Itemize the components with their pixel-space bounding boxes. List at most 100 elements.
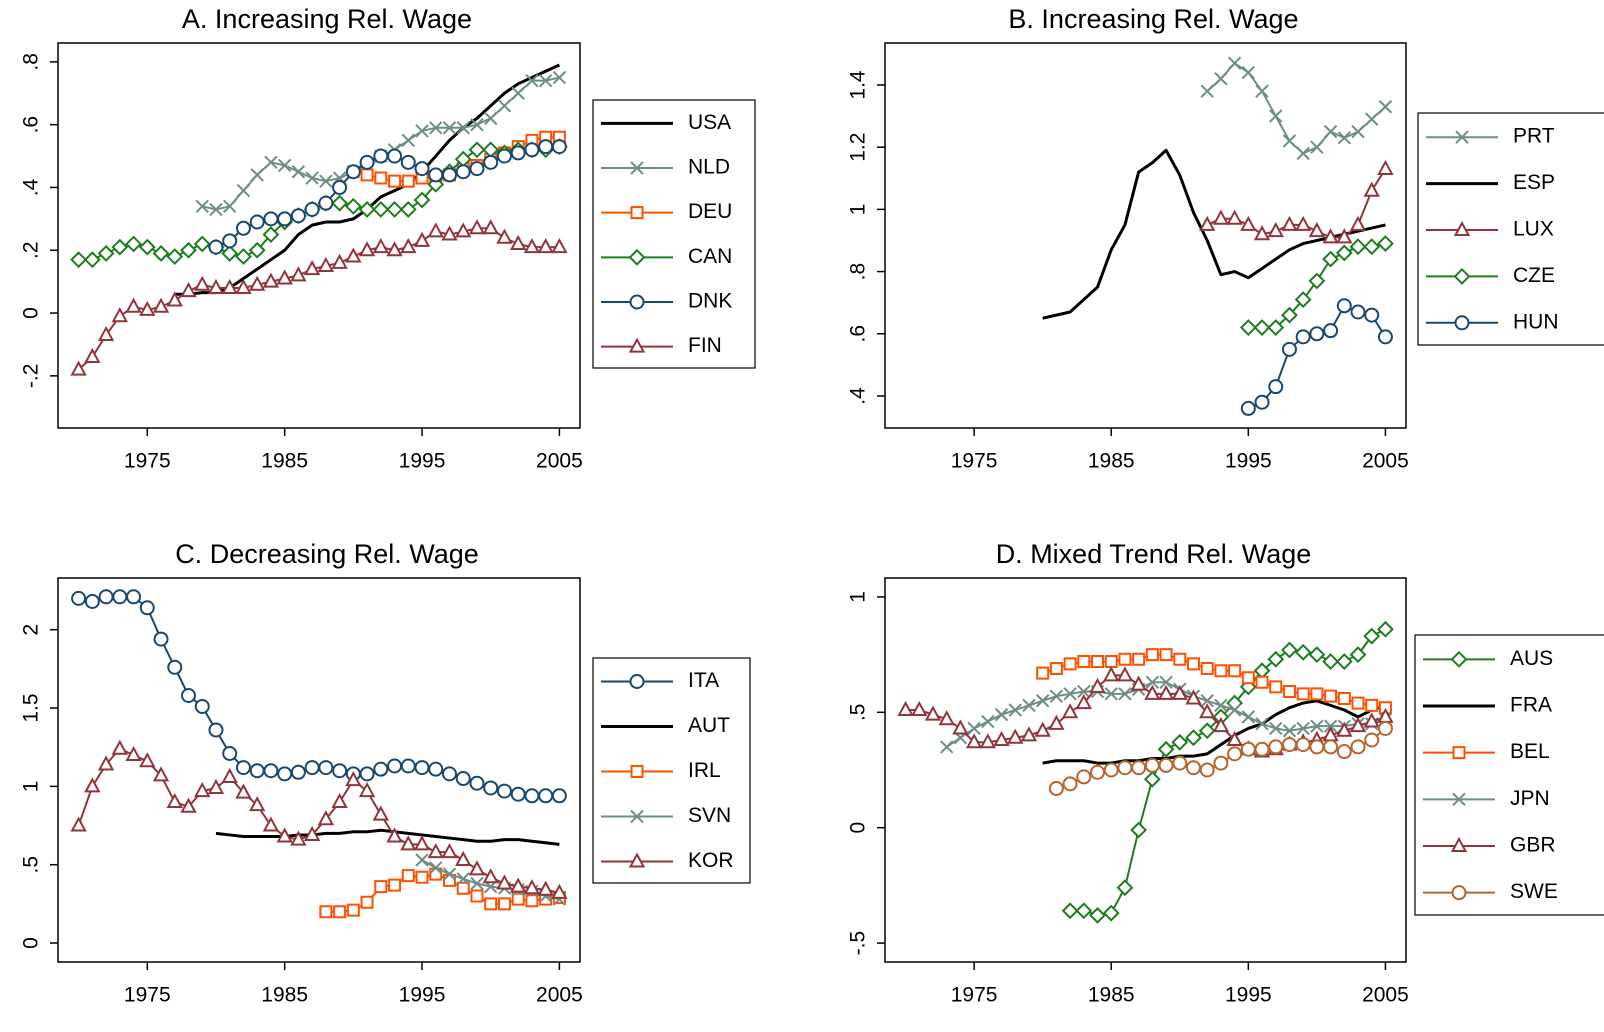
marker <box>524 142 540 158</box>
marker <box>207 278 225 294</box>
marker <box>1451 885 1467 901</box>
marker <box>1116 666 1134 682</box>
marker <box>979 733 997 749</box>
marker <box>1118 687 1132 701</box>
x-tick-label: 1995 <box>399 984 446 1007</box>
marker <box>276 269 293 285</box>
marker <box>1199 762 1215 778</box>
legend: ITA AUT IRL SVN KOR <box>592 657 751 884</box>
marker <box>1336 721 1353 737</box>
marker <box>1240 215 1257 231</box>
marker <box>318 760 334 776</box>
marker <box>497 897 511 911</box>
x-tick-label: 1975 <box>951 984 998 1007</box>
marker <box>235 248 252 265</box>
x-tick-label: 2005 <box>1362 450 1409 473</box>
marker <box>1309 739 1325 755</box>
marker <box>1145 675 1160 690</box>
marker <box>1378 100 1393 114</box>
marker <box>1365 112 1379 126</box>
marker <box>1035 694 1050 708</box>
marker <box>209 202 223 217</box>
legend-label: JPN <box>1510 787 1550 810</box>
marker <box>97 755 115 771</box>
marker <box>441 225 458 241</box>
marker <box>1226 730 1243 746</box>
marker <box>221 244 239 262</box>
marker <box>1377 720 1393 736</box>
marker <box>1144 684 1161 700</box>
marker <box>1450 836 1468 852</box>
marker <box>277 211 293 227</box>
marker <box>551 883 568 899</box>
marker <box>1269 109 1283 123</box>
marker <box>483 780 499 796</box>
marker <box>388 878 402 892</box>
marker <box>1007 728 1024 744</box>
marker <box>1454 315 1470 331</box>
marker <box>1377 159 1394 175</box>
marker <box>1308 272 1326 290</box>
marker <box>1296 146 1310 161</box>
marker <box>415 853 429 867</box>
legend-label: GBR <box>1510 834 1556 857</box>
marker <box>511 86 525 100</box>
marker <box>1377 620 1394 638</box>
marker <box>83 251 101 269</box>
marker <box>924 705 942 721</box>
panel: A. Increasing Rel. Wage -.2 0 .2 .4 .6 .8 1975 1… <box>20 4 756 473</box>
marker <box>1077 655 1091 669</box>
marker <box>1185 760 1201 776</box>
marker <box>993 730 1010 746</box>
legend: USA NLD DEU CAN DNK FIN <box>592 99 756 369</box>
marker <box>1159 648 1173 662</box>
marker <box>442 867 457 881</box>
marker <box>1145 648 1159 662</box>
legend-label: AUT <box>688 714 730 737</box>
marker <box>455 164 471 180</box>
marker <box>939 740 954 754</box>
marker <box>1296 721 1310 736</box>
legend-label: IRL <box>688 759 721 782</box>
marker <box>1323 719 1338 733</box>
marker <box>1281 306 1298 324</box>
marker <box>1049 661 1063 675</box>
marker <box>1159 675 1173 690</box>
x-tick-label: 2005 <box>1362 984 1409 1007</box>
marker <box>359 154 375 170</box>
marker <box>388 174 402 188</box>
marker <box>70 251 88 269</box>
legend-label: USA <box>688 111 731 134</box>
marker <box>84 594 100 609</box>
marker <box>125 235 142 253</box>
x-tick-label: 1985 <box>1088 984 1135 1007</box>
marker <box>1063 657 1077 671</box>
marker <box>97 325 115 342</box>
marker <box>1363 627 1381 645</box>
marker <box>428 167 444 183</box>
marker <box>1089 677 1106 693</box>
marker <box>193 235 211 253</box>
marker <box>1241 65 1256 80</box>
legend-label: CAN <box>688 245 732 268</box>
marker <box>413 191 431 209</box>
panel-title: B. Increasing Rel. Wage <box>1008 4 1298 34</box>
panel: D. Mixed Trend Rel. Wage -.5 0 .5 1 1975 1985 1… <box>847 539 1604 1007</box>
marker <box>333 905 347 919</box>
marker <box>628 337 646 353</box>
legend: PRT ESP LUX CZE HUN <box>1417 112 1604 346</box>
marker <box>97 244 115 262</box>
marker <box>1061 703 1079 719</box>
marker <box>386 201 403 218</box>
marker <box>276 827 293 843</box>
marker <box>965 733 983 749</box>
marker <box>630 765 644 778</box>
marker <box>1214 698 1228 713</box>
marker <box>1185 729 1202 747</box>
marker <box>235 760 251 776</box>
marker <box>249 214 265 230</box>
marker <box>1337 131 1352 145</box>
marker <box>400 835 417 851</box>
marker <box>1171 733 1189 751</box>
marker <box>537 880 554 896</box>
